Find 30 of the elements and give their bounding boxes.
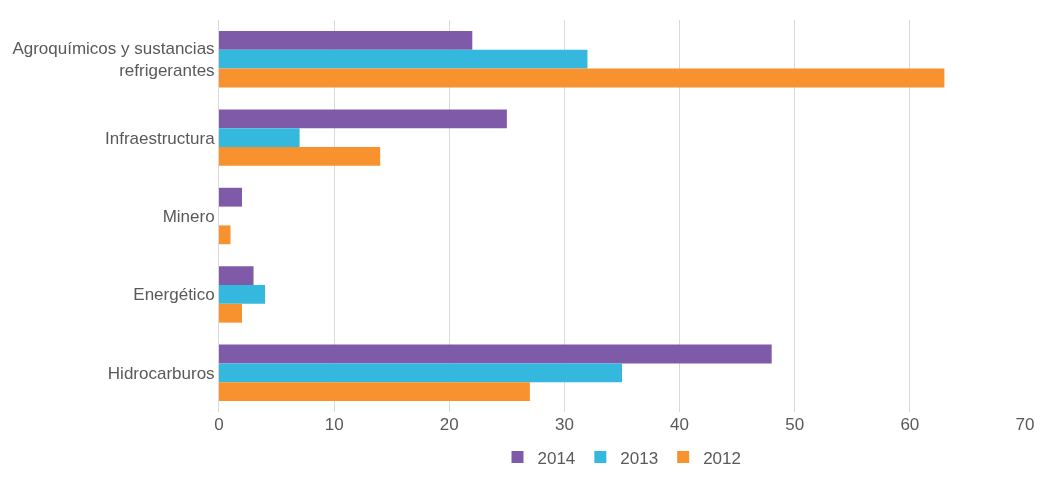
y-tick-label: Agroquímicos y sustancias refrigerantes — [12, 39, 215, 81]
legend-label: 2013 — [620, 448, 659, 468]
y-tick-label: Energético — [133, 285, 215, 305]
bar — [219, 187, 243, 207]
bar — [219, 30, 473, 50]
x-tick-label: 40 — [670, 415, 690, 434]
bar — [219, 128, 300, 148]
legend-label: 2014 — [537, 448, 576, 468]
legend-label: 2012 — [703, 448, 741, 468]
bar — [219, 303, 243, 323]
bar — [219, 68, 945, 88]
bar — [219, 363, 622, 383]
bar — [219, 49, 588, 69]
y-tick-label: Hidrocarburos — [107, 363, 215, 383]
bar — [219, 109, 507, 129]
x-tick-label: 20 — [439, 415, 459, 434]
x-tick-label: 60 — [900, 415, 920, 434]
bar — [219, 382, 530, 402]
bar — [219, 284, 266, 304]
x-tick-label: 70 — [1015, 415, 1035, 434]
x-tick-label: 50 — [785, 415, 805, 434]
y-tick-label: Minero — [162, 206, 215, 226]
x-tick-label: 0 — [214, 415, 224, 434]
bar — [219, 147, 381, 166]
x-tick-label: 10 — [324, 415, 344, 434]
bar — [219, 266, 254, 285]
y-tick-label: Infraestructura — [104, 128, 216, 148]
bar — [219, 344, 772, 364]
bar — [219, 225, 231, 245]
x-tick-label: 30 — [554, 415, 574, 434]
